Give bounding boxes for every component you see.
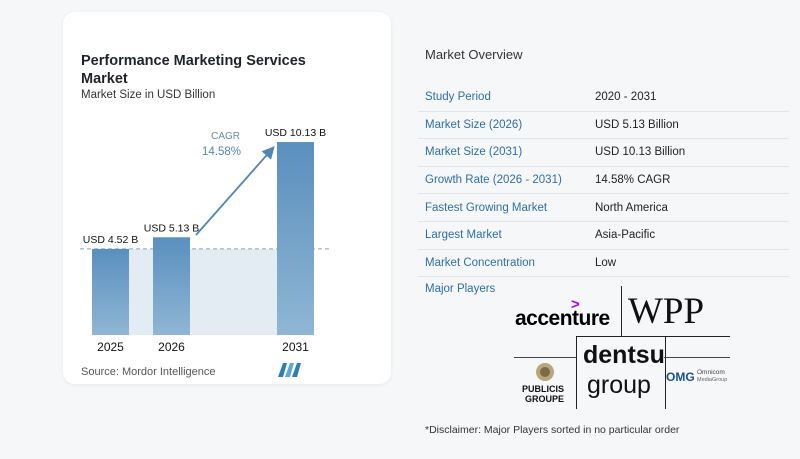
overview-row-key: Fastest Growing Market [425, 201, 548, 214]
bar-value-label: USD 4.52 B [83, 234, 138, 246]
overview-row-key: Market Concentration [425, 256, 535, 269]
bar [92, 248, 129, 335]
omnicom-logo-line2: MediaGroup [697, 377, 728, 383]
cagr-label: CAGR [211, 131, 240, 142]
overview-row: Market Concentration Low [418, 250, 789, 278]
overview-row-key: Market Size (2026) [425, 118, 523, 131]
major-players-label: Major Players [425, 283, 496, 295]
wpp-logo-text: WPP [628, 291, 705, 332]
omnicom-logo-line1: Omnicom [697, 369, 725, 376]
publicis-logo: PUBLICIS GROUPE [514, 357, 576, 406]
dentsu-logo-line1: dentsu [583, 341, 665, 369]
x-tick-label: 2025 [97, 340, 124, 354]
omg-logo-text: OMG [666, 370, 695, 384]
source-text: Source: Mordor Intelligence [81, 366, 216, 378]
overview-row: Market Size (2026) USD 5.13 Billion [418, 112, 789, 140]
x-tick-label: 2026 [158, 340, 185, 354]
overview-row: Fastest Growing Market North America [418, 194, 789, 222]
overview-row: Market Size (2031) USD 10.13 Billion [418, 139, 789, 167]
overview-row-value: Asia-Pacific [595, 229, 656, 242]
overview-row-value: USD 10.13 Billion [595, 146, 686, 159]
overview-row-key: Largest Market [425, 229, 502, 242]
overview-table: Study Period 2020 - 2031 Market Size (2026… [418, 84, 789, 278]
overview-row-value: USD 5.13 Billion [595, 118, 679, 131]
bar [277, 142, 314, 335]
overview-row: Largest Market Asia-Pacific [418, 222, 789, 250]
overview-row-key: Growth Rate (2026 - 2031) [425, 174, 562, 187]
publicis-lion-icon [536, 363, 554, 381]
overview-row: Growth Rate (2026 - 2031) 14.58% CAGR [418, 167, 789, 195]
chart-title: Performance Marketing Services Market [81, 53, 306, 87]
overview-row-value: 14.58% CAGR [595, 174, 671, 187]
publicis-logo-line1: PUBLICIS [522, 384, 565, 394]
x-tick-label: 2031 [282, 340, 309, 354]
publicis-logo-line2: GROUPE [525, 394, 565, 404]
dentsu-logo: dentsu group [576, 336, 666, 409]
bar-value-label: USD 10.13 B [265, 127, 326, 139]
overview-row-value: North America [595, 201, 668, 214]
bar [153, 237, 190, 335]
wpp-logo: WPP [621, 286, 730, 337]
accenture-logo-text: accenture [515, 307, 610, 330]
accenture-logo-mark: > [571, 296, 580, 313]
chart-subtitle: Market Size in USD Billion [81, 89, 216, 101]
cagr-value: 14.58% [202, 146, 241, 158]
cagr-arrow [195, 146, 275, 236]
omnicom-logo: OMG Omnicom MediaGroup [664, 357, 730, 388]
overview-row-value: Low [595, 256, 617, 269]
overview-row-key: Market Size (2031) [425, 146, 523, 159]
overview-row: Study Period 2020 - 2031 [418, 84, 789, 112]
bar-value-label: USD 5.13 B [144, 222, 199, 234]
dentsu-logo-line2: group [587, 371, 651, 399]
accenture-logo: > accenture [513, 296, 621, 336]
overview-row-key: Study Period [425, 91, 491, 104]
disclaimer-text: *Disclaimer: Major Players sorted in no … [425, 424, 680, 436]
baseline-band [129, 248, 277, 335]
overview-row-value: 2020 - 2031 [595, 91, 657, 104]
overview-title: Market Overview [425, 47, 523, 62]
mordor-logo-icon [278, 363, 301, 377]
